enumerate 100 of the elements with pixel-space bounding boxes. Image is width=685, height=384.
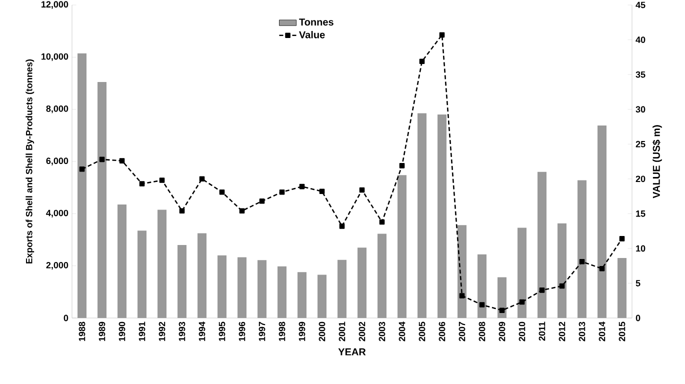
y2-tick-label: 20 [636,176,646,182]
point [99,156,105,162]
y-tick-label: 2,000 [46,262,68,270]
point [219,189,225,195]
point [319,188,325,194]
point [579,259,585,264]
point [179,208,185,214]
bar [438,114,447,318]
point [619,236,625,242]
x-tick-label: 1999 [298,322,306,341]
point [379,219,385,225]
x-tick-label: 1996 [238,322,246,341]
y2-axis-title: VALUE (US$ m) [652,125,662,198]
point [199,176,205,182]
bar [558,223,567,318]
x-tick-label: 2004 [398,322,406,342]
y-tick-label: 4,000 [46,210,68,218]
bar [378,234,386,318]
bar [298,272,307,318]
bar [158,210,167,318]
x-tick-label: 2010 [518,322,526,342]
y2-tick-label: 35 [636,71,646,78]
x-tick-label: 2011 [538,322,546,341]
x-tick-label: 2014 [598,322,606,342]
bar [338,260,347,318]
x-tick-label: 2003 [378,322,386,342]
bar [218,255,227,318]
x-tick-label: 1991 [138,322,146,341]
bar [458,225,467,318]
legend-label: Tonnes [299,18,334,26]
point [339,224,345,229]
bar [498,277,507,318]
point [399,163,405,168]
bar [98,82,107,318]
point [499,308,505,313]
point [479,302,485,308]
x-tick-label: 1997 [258,322,266,341]
y-tick-label: 0 [64,314,68,322]
y-tick-label: 10,000 [42,53,68,62]
bar [178,244,187,318]
x-tick-label: 2009 [498,322,506,342]
bar [518,228,527,318]
bar [238,257,247,318]
point [459,293,465,298]
point [279,189,285,195]
x-tick-label: 2008 [478,322,486,342]
bar [118,204,127,318]
bar [618,258,627,318]
x-tick-label: 2006 [438,322,446,342]
y-tick-label: 12,000 [42,1,68,9]
point [239,208,245,214]
x-tick-label: 2015 [618,322,626,342]
x-tick-label: 1992 [158,322,166,341]
point [119,158,125,164]
point [519,299,525,305]
point [419,58,425,64]
x-tick-label: 1990 [118,322,126,341]
x-tick-label: 2002 [358,322,366,342]
y2-tick-label: 25 [636,140,646,148]
bar [318,274,327,318]
bar [78,53,86,318]
x-tick-label: 1995 [218,322,226,341]
x-tick-label: 1988 [78,322,86,341]
legend-label: Value [299,30,325,38]
bar [478,254,487,318]
x-tick-label: 2005 [418,322,426,342]
y2-tick-label: 15 [636,210,646,217]
point [259,198,265,204]
point [539,288,545,293]
bar [278,266,287,318]
y2-tick-label: 30 [636,106,646,113]
bar [258,260,267,318]
x-tick-label: 2012 [558,322,566,342]
bar [398,175,407,318]
x-tick-label: 1989 [98,322,106,341]
x-tick-label: 1993 [178,322,186,341]
x-tick-label: 2013 [578,322,586,342]
bar [578,180,587,318]
y-tick-label: 6,000 [46,158,68,166]
x-tick-label: 2001 [338,322,346,342]
bar [138,230,147,318]
bar [418,113,427,318]
y2-tick-label: 40 [636,36,646,43]
point [559,283,565,289]
point [139,181,145,186]
point [359,187,365,193]
y2-tick-label: 45 [636,2,646,8]
x-tick-label: 2000 [318,322,326,342]
point [439,32,445,38]
x-axis-title: YEAR [338,348,366,356]
bar [358,248,366,318]
point [599,266,605,272]
x-tick-label: 1998 [278,322,286,341]
point [299,184,305,190]
y-tick-label: 8,000 [46,105,68,114]
point [159,178,165,183]
y2-tick-label: 5 [636,280,640,286]
y2-tick-label: 0 [636,314,640,322]
bar [198,233,207,318]
y2-tick-label: 10 [636,245,646,252]
